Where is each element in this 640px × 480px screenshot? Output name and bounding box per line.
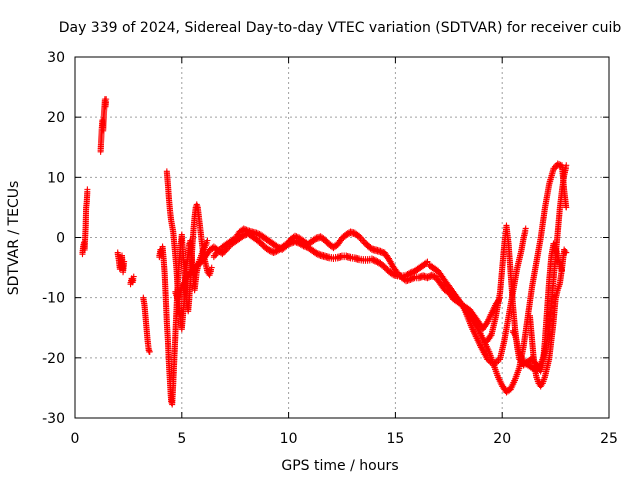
- data-point: [563, 204, 570, 211]
- data-point: [219, 251, 226, 258]
- data-point: [522, 225, 529, 232]
- data-point: [84, 186, 91, 193]
- data-point: [220, 249, 227, 256]
- data-point: [121, 258, 128, 265]
- data-point: [103, 96, 110, 103]
- data-points: [79, 96, 570, 408]
- data-point: [215, 249, 222, 256]
- x-tick-label: 15: [386, 431, 404, 447]
- y-tick-label: 30: [47, 50, 65, 66]
- data-point: [146, 348, 153, 355]
- data-point: [424, 258, 431, 265]
- x-tick-label: 25: [600, 431, 618, 447]
- data-point: [216, 247, 223, 254]
- data-point: [421, 262, 428, 269]
- y-tick-label: 20: [47, 110, 65, 126]
- x-tick-label: 0: [71, 431, 80, 447]
- chart-title: Day 339 of 2024, Sidereal Day-to-day VTE…: [59, 20, 622, 36]
- y-tick-label: -10: [42, 291, 65, 307]
- x-tick-label: 10: [280, 431, 298, 447]
- y-tick-label: 0: [56, 231, 65, 247]
- data-point: [207, 268, 214, 275]
- axis-ticks: 0 5 10 15 20 25 -30 -20 -10 0 10 20 30: [42, 50, 618, 447]
- data-point: [354, 233, 361, 240]
- x-tick-label: 5: [177, 431, 186, 447]
- y-tick-label: 10: [47, 170, 65, 186]
- x-axis-label: GPS time / hours: [281, 458, 398, 474]
- y-tick-label: -20: [42, 351, 65, 367]
- data-point: [204, 237, 211, 244]
- data-point: [203, 240, 210, 247]
- data-point: [311, 237, 318, 244]
- data-point: [208, 264, 215, 271]
- y-tick-label: -30: [42, 411, 65, 427]
- data-point: [130, 273, 137, 280]
- y-axis-label: SDTVAR / TECUs: [6, 181, 22, 296]
- data-point: [222, 248, 229, 255]
- x-tick-label: 20: [493, 431, 511, 447]
